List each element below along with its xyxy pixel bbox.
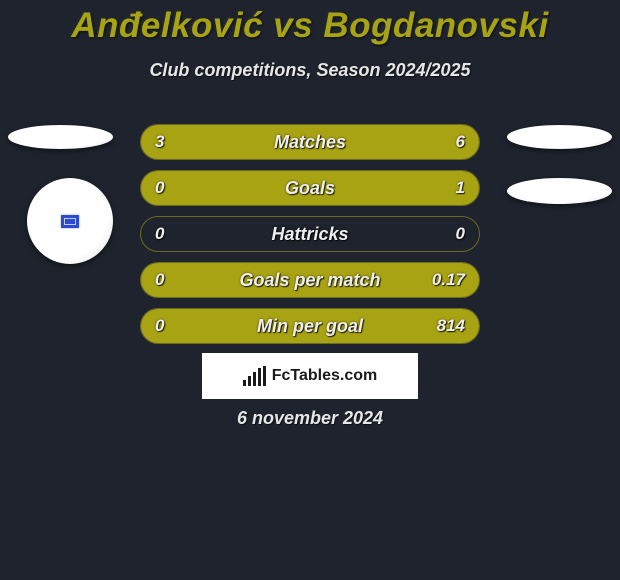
brand-label: FcTables.com [272, 367, 378, 385]
player-right-badge-medium [507, 178, 612, 204]
stat-fill-right [141, 171, 479, 205]
player-right-badge-small [507, 125, 612, 149]
date-label: 6 november 2024 [0, 408, 620, 429]
stat-value-left: 0 [155, 217, 164, 251]
stat-fill-right [242, 125, 479, 159]
subtitle: Club competitions, Season 2024/2025 [0, 60, 620, 81]
brand-box[interactable]: FcTables.com [202, 353, 418, 399]
stat-row: 01Goals [140, 170, 480, 206]
stat-fill-left [141, 125, 242, 159]
stat-row: 36Matches [140, 124, 480, 160]
stat-row: 0 0Hattricks [140, 216, 480, 252]
stat-row: 00.17Goals per match [140, 262, 480, 298]
root: Anđelković vs Bogdanovski Club competiti… [0, 0, 620, 580]
stat-fill-right [141, 309, 479, 343]
stat-fill-right [141, 263, 479, 297]
player-left-badge-small [8, 125, 113, 149]
flag-icon [61, 215, 79, 228]
page-title: Anđelković vs Bogdanovski [0, 0, 620, 46]
stat-value-right: 0 [456, 217, 465, 251]
stat-row: 0814Min per goal [140, 308, 480, 344]
bar-chart-icon [243, 366, 266, 386]
player-left-badge-large [27, 178, 113, 264]
stat-label: Hattricks [141, 217, 479, 251]
